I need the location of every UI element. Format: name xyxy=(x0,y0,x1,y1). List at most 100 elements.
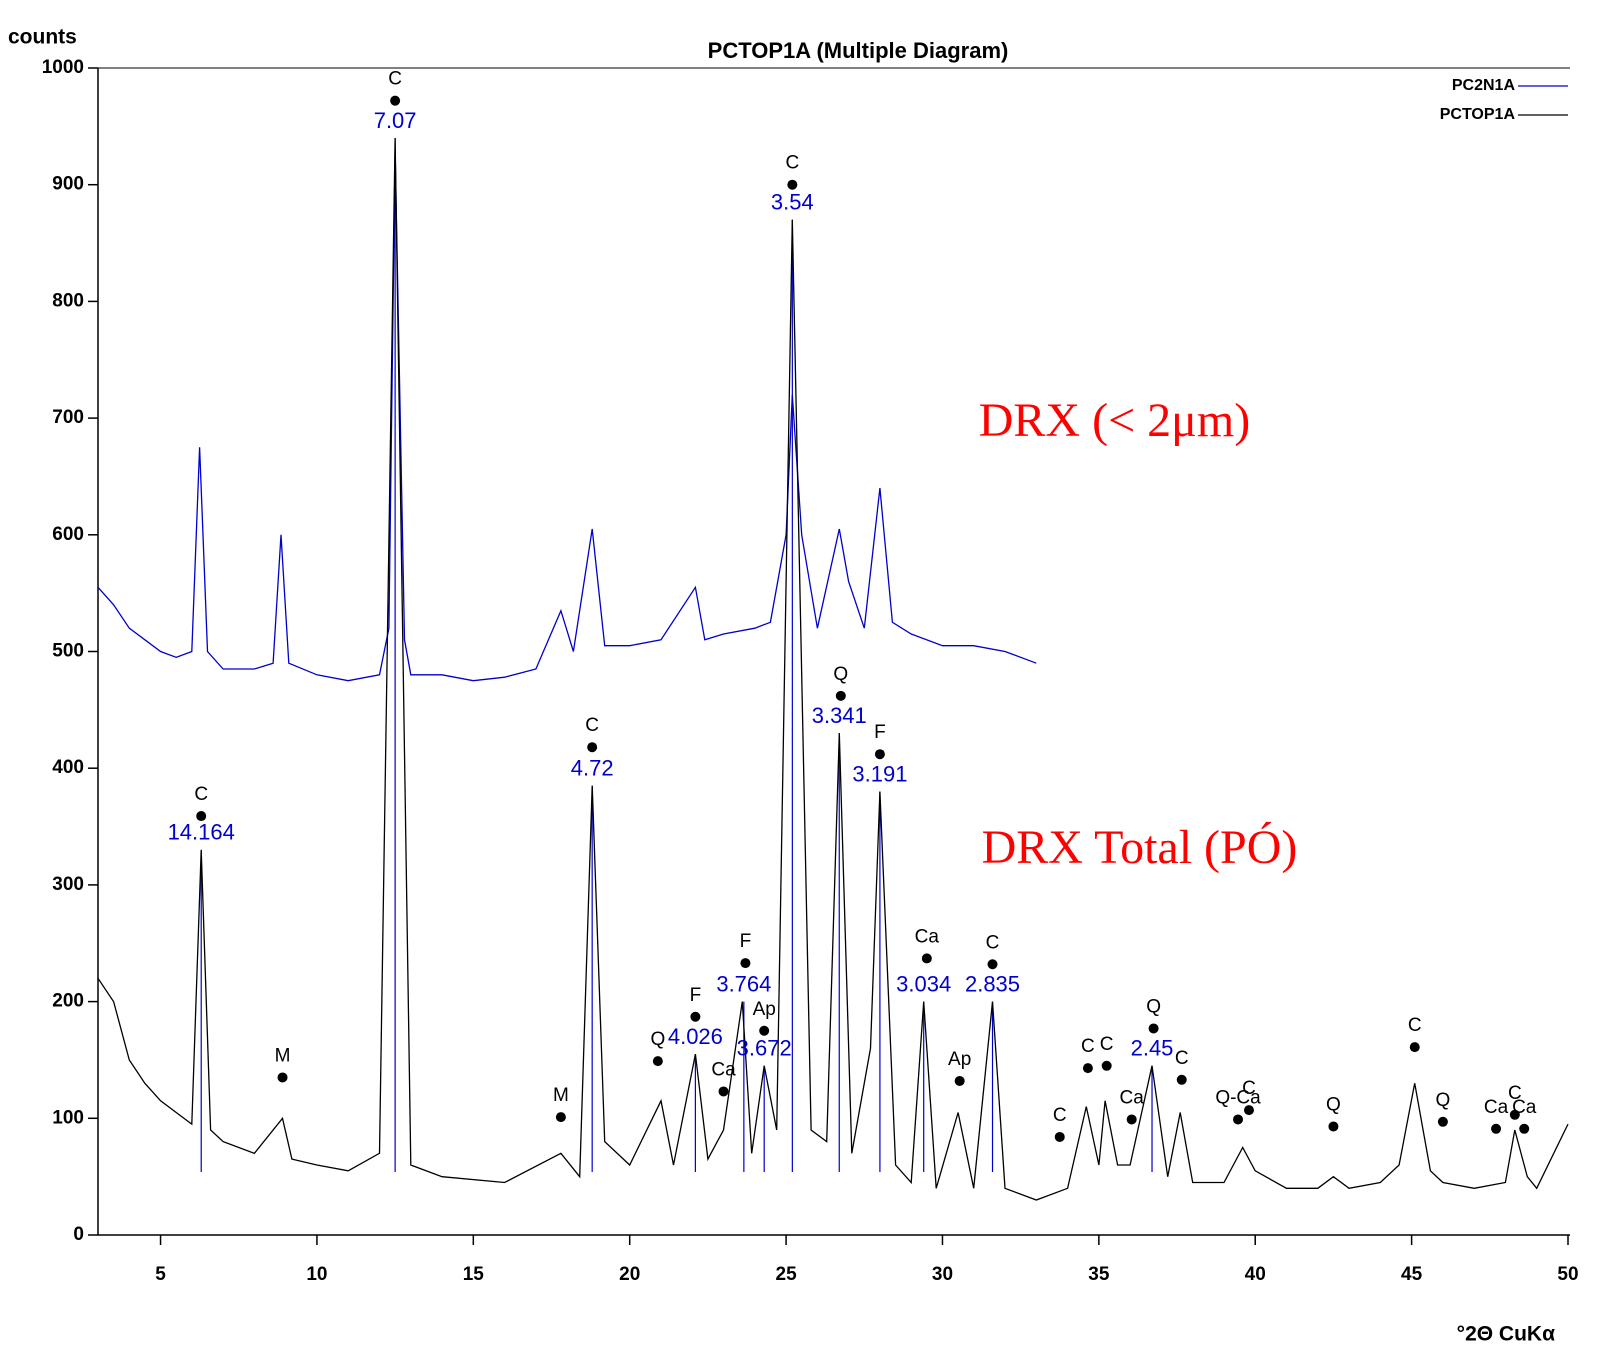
y-tick-label: 600 xyxy=(52,524,84,545)
x-tick-label: 25 xyxy=(776,1264,798,1285)
x-tick-label: 15 xyxy=(463,1264,485,1285)
x-tick-label: 20 xyxy=(619,1264,640,1285)
peak-label: C xyxy=(986,932,1000,953)
x-tick-label: 30 xyxy=(932,1264,953,1285)
d-spacing-label: 3.54 xyxy=(771,190,814,215)
peak-dot xyxy=(1519,1123,1530,1134)
peak-label: Q-Ca xyxy=(1215,1087,1261,1108)
peak-dot xyxy=(1054,1131,1065,1142)
y-tick-label: 400 xyxy=(52,757,84,778)
peak-label: Ca xyxy=(1120,1087,1145,1108)
peak-dot xyxy=(718,1086,729,1097)
peak-label: Ca xyxy=(1484,1097,1509,1118)
peak-label: C xyxy=(1081,1036,1095,1057)
peak-label: C xyxy=(1053,1105,1067,1126)
y-tick-label: 0 xyxy=(73,1224,84,1245)
peak-dot xyxy=(1176,1074,1187,1085)
peak-label: C xyxy=(388,69,402,90)
peak-dot xyxy=(390,95,401,106)
y-tick-label: 900 xyxy=(52,174,84,195)
peak-dot xyxy=(1101,1060,1112,1071)
peak-label: Q xyxy=(1146,996,1161,1017)
peak-dot xyxy=(874,749,885,760)
x-tick-label: 50 xyxy=(1557,1264,1578,1285)
peak-label: C xyxy=(1242,1078,1256,1099)
d-spacing-label: 4.026 xyxy=(668,1024,723,1049)
d-spacing-label: 3.191 xyxy=(852,761,907,786)
d-spacing-label: 2.45 xyxy=(1131,1036,1174,1061)
peak-dot xyxy=(740,958,751,969)
annotation: DRX Total (PÓ) xyxy=(982,820,1298,874)
y-tick-label: 800 xyxy=(52,290,84,311)
d-spacing-label: 3.034 xyxy=(896,971,951,996)
peak-label: C xyxy=(1100,1034,1114,1055)
peak-label: Ap xyxy=(753,999,776,1020)
x-tick-label: 5 xyxy=(155,1264,166,1285)
peak-dot xyxy=(921,953,932,964)
peak-label: C xyxy=(785,153,799,174)
series-line xyxy=(97,149,1037,682)
peak-label: M xyxy=(553,1085,569,1106)
peak-dot xyxy=(1491,1123,1502,1134)
peak-dot xyxy=(1409,1042,1420,1053)
annotation: DRX (< 2μm) xyxy=(979,394,1250,447)
peak-dot xyxy=(987,959,998,970)
peak-label: Ca xyxy=(1512,1097,1537,1118)
d-spacing-label: 2.835 xyxy=(965,971,1020,996)
peak-dot xyxy=(1437,1116,1448,1127)
y-tick-label: 200 xyxy=(52,991,84,1012)
y-axis-label: counts xyxy=(8,26,77,49)
y-tick-label: 1000 xyxy=(42,57,84,78)
y-tick-label: 700 xyxy=(52,407,84,428)
peak-label: C xyxy=(1508,1083,1522,1104)
peak-dot xyxy=(555,1112,566,1123)
peak-label: F xyxy=(690,985,702,1006)
y-tick-label: 100 xyxy=(52,1107,84,1128)
peak-dot xyxy=(1148,1023,1159,1034)
peak-label: C xyxy=(1175,1048,1189,1069)
peak-dot xyxy=(196,811,207,822)
y-tick-label: 500 xyxy=(52,641,84,662)
d-spacing-label: 4.72 xyxy=(571,756,614,781)
peak-dot xyxy=(1328,1121,1339,1132)
chart-title: PCTOP1A (Multiple Diagram) xyxy=(708,38,1009,63)
peak-dot xyxy=(1243,1105,1254,1116)
x-tick-label: 40 xyxy=(1245,1264,1266,1285)
peak-dot xyxy=(1233,1114,1244,1125)
series-line xyxy=(97,137,1569,1201)
d-spacing-label: 3.341 xyxy=(812,703,867,728)
peak-label: Q xyxy=(1436,1090,1451,1111)
peak-label: Q xyxy=(650,1029,665,1050)
peak-label: M xyxy=(275,1045,291,1066)
peak-label: Q xyxy=(833,664,848,685)
legend-label: PCTOP1A xyxy=(1440,106,1516,123)
d-spacing-label: 14.164 xyxy=(168,820,235,845)
x-tick-label: 45 xyxy=(1401,1264,1423,1285)
peak-label: Ca xyxy=(711,1059,736,1080)
peak-dot xyxy=(1082,1063,1093,1074)
y-tick-label: 300 xyxy=(52,874,84,895)
peak-label: F xyxy=(874,722,886,743)
peak-label: Ap xyxy=(948,1049,971,1070)
peak-label: C xyxy=(194,784,208,805)
d-spacing-label: 7.07 xyxy=(374,108,417,133)
peak-label: Q xyxy=(1326,1094,1341,1115)
peak-label: C xyxy=(585,715,599,736)
peak-label: C xyxy=(1408,1015,1422,1036)
peak-dot xyxy=(954,1075,965,1086)
peak-dot xyxy=(277,1072,288,1083)
peak-dot xyxy=(759,1025,770,1036)
peak-label: Ca xyxy=(915,926,940,947)
peak-dot xyxy=(652,1056,663,1067)
d-spacing-label: 3.672 xyxy=(737,1036,792,1061)
x-axis-label: °2Θ CuKα xyxy=(1457,1323,1555,1346)
peak-dot xyxy=(1126,1114,1137,1125)
peak-dot xyxy=(787,179,798,190)
peak-dot xyxy=(835,690,846,701)
x-tick-label: 10 xyxy=(306,1264,327,1285)
x-tick-label: 35 xyxy=(1088,1264,1110,1285)
peak-dot xyxy=(1509,1109,1520,1120)
d-spacing-label: 3.764 xyxy=(716,971,771,996)
